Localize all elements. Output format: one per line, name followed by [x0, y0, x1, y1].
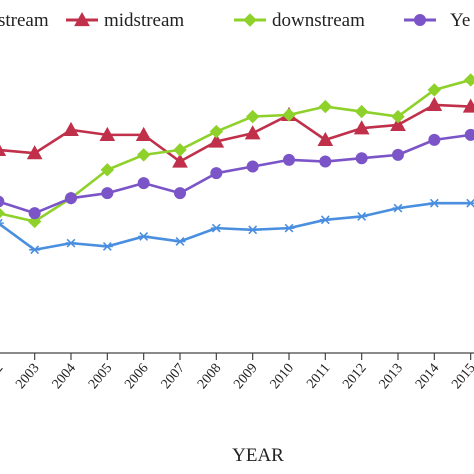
x-tick-label: 2005: [86, 361, 115, 392]
data-point: [390, 116, 406, 131]
data-point: [465, 198, 474, 208]
data-point: [0, 195, 5, 208]
data-point: [63, 121, 79, 136]
x-axis-title: YEAR: [232, 445, 284, 466]
x-tick-label: 2015: [449, 361, 474, 392]
data-point: [247, 225, 259, 235]
data-point: [0, 218, 4, 228]
legend-label-stream: stream: [0, 10, 49, 31]
data-point: [100, 163, 115, 177]
legend: stream midstream downstream Ye: [0, 10, 470, 31]
data-point: [353, 120, 370, 135]
data-point: [391, 148, 405, 161]
series-stream: [0, 198, 474, 255]
data-point: [426, 96, 443, 112]
data-point: [319, 155, 332, 168]
series-ye: [0, 128, 474, 220]
series-line: [0, 201, 471, 252]
data-point: [137, 177, 150, 190]
data-point: [174, 237, 186, 246]
data-point: [138, 232, 150, 241]
data-point: [0, 144, 7, 156]
data-point: [282, 108, 296, 122]
data-point: [136, 148, 151, 162]
data-point: [210, 223, 222, 233]
data-point: [65, 238, 77, 248]
data-point: [173, 187, 187, 200]
data-point: [173, 143, 187, 157]
data-point: [391, 109, 405, 124]
data-point: [172, 153, 188, 168]
data-point: [319, 215, 331, 225]
series-downstream: [0, 73, 474, 229]
data-point: [245, 109, 260, 124]
legend-item-downstream: downstream: [234, 10, 365, 31]
x-tick-label: 2010: [268, 361, 297, 392]
x-tick-label: 2012: [340, 361, 369, 392]
series-line: [0, 103, 471, 163]
x-tick-label: 2008: [195, 361, 224, 392]
data-point: [101, 242, 113, 251]
legend-marker-midstream: [74, 11, 90, 27]
data-point: [27, 214, 42, 229]
legend-item-stream: stream: [0, 10, 49, 31]
data-point: [428, 198, 440, 208]
data-point: [26, 145, 43, 160]
legend-label-downstream: downstream: [272, 10, 365, 31]
data-point: [246, 160, 259, 173]
data-point: [101, 187, 114, 200]
data-point: [210, 167, 223, 180]
data-point: [355, 152, 368, 165]
data-point: [356, 212, 368, 221]
series-line: [0, 133, 471, 215]
x-tick-label: 2014: [413, 361, 442, 392]
x-tick-label: 2007: [159, 361, 188, 392]
data-point: [428, 133, 441, 146]
data-point: [427, 83, 442, 97]
legend-label-ye: Ye: [450, 10, 470, 31]
data-point: [135, 126, 152, 141]
data-point: [99, 126, 116, 141]
data-point: [283, 223, 295, 233]
legend-item-midstream: midstream: [66, 10, 184, 31]
data-point: [318, 99, 333, 114]
data-point: [464, 128, 474, 141]
data-point: [462, 98, 474, 113]
x-tick-label: 2011: [304, 361, 333, 392]
x-tick-label: 2009: [231, 361, 260, 392]
data-point: [29, 245, 41, 255]
legend-marker-downstream: [243, 13, 257, 27]
data-point: [28, 207, 41, 220]
series-line: [0, 78, 472, 223]
data-point: [354, 104, 369, 119]
legend-label-midstream: midstream: [104, 10, 184, 31]
x-tick-label: 2006: [122, 361, 151, 392]
legend-marker-ye: [413, 14, 427, 26]
x-tick-label: 2003: [13, 361, 42, 392]
x-tick-label: 2013: [377, 361, 406, 392]
data-point: [209, 124, 224, 139]
data-point: [392, 203, 404, 213]
data-point: [317, 131, 334, 146]
x-tick-label: 2004: [50, 361, 79, 392]
data-point: [208, 133, 225, 148]
data-point: [463, 73, 474, 87]
data-point: [64, 192, 78, 205]
data-point: [0, 208, 6, 219]
x-tick-label: 2002: [0, 361, 6, 392]
x-axis-ticks: 2002 2003 2004 2005 2006 2007 2008 2009 2010 2011…: [0, 353, 474, 392]
series-layer: [0, 73, 474, 255]
data-point: [282, 153, 296, 166]
legend-item-ye: Ye: [404, 10, 470, 31]
data-point: [244, 125, 261, 140]
